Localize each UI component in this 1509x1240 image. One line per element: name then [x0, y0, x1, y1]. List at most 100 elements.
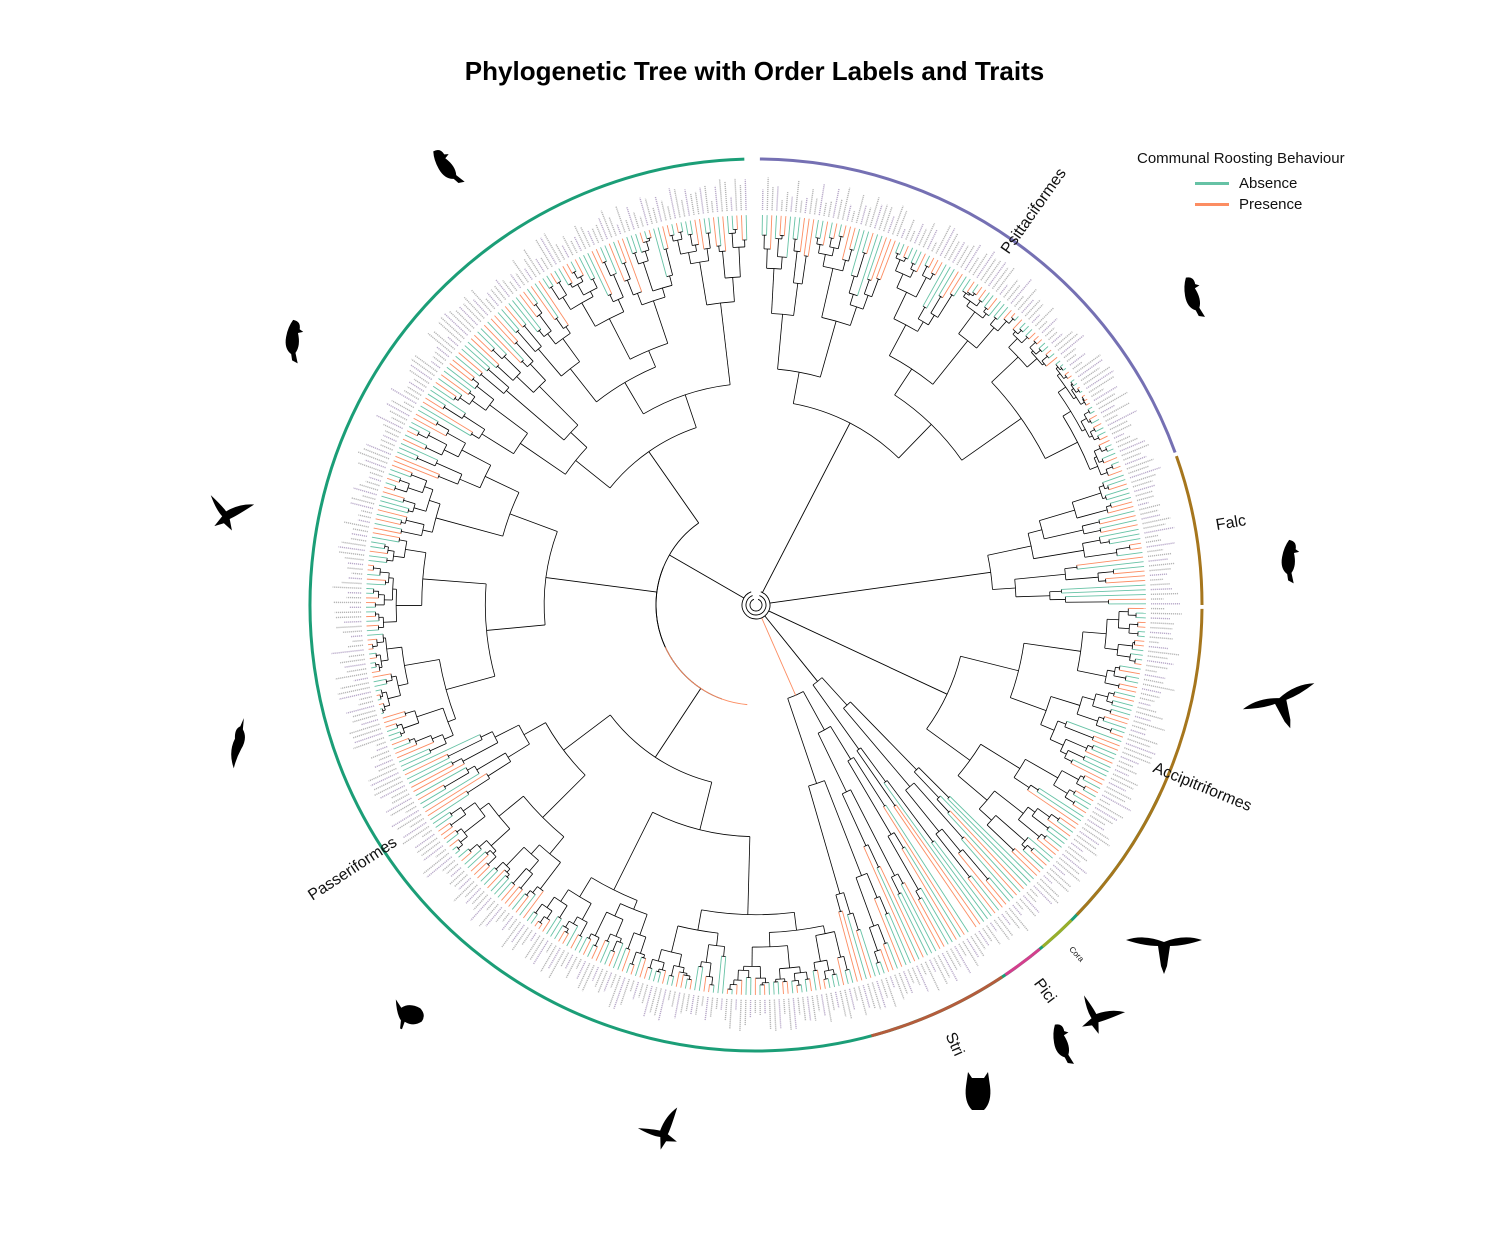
tip-branch [967, 877, 996, 914]
branch-internal [1128, 632, 1138, 635]
tip-label [1014, 295, 1025, 307]
tip-label [1005, 910, 1021, 929]
branch-internal [457, 844, 463, 849]
tip-label [950, 948, 962, 967]
tip-branch [550, 273, 558, 284]
tip-branch [1086, 402, 1090, 406]
branch-internal [472, 378, 480, 385]
tip-branch [1028, 332, 1036, 340]
tip-branch [1079, 390, 1083, 393]
tip-branch [377, 698, 382, 701]
branch-internal [1064, 566, 1077, 570]
branch-arc [379, 568, 381, 576]
tip-label [773, 999, 777, 1032]
branch-arc [895, 270, 911, 278]
tip-branch [1085, 750, 1113, 764]
tip-label [540, 237, 557, 265]
order-label-accipitriformes: Accipitriformes [1150, 759, 1254, 815]
tip-branch [371, 541, 386, 545]
tip-label [524, 268, 533, 280]
tip-branch [1073, 383, 1078, 387]
tip-branch [1038, 342, 1046, 349]
branch-arc [849, 248, 854, 251]
branch-arc [822, 265, 843, 272]
tree-tips [366, 215, 1147, 996]
tip-branch [411, 421, 431, 433]
tip-branch [1074, 800, 1089, 810]
branch-internal [1013, 777, 1030, 788]
branch-arc [491, 731, 499, 743]
branch-arc [1018, 806, 1029, 820]
bird-silhouette-icon [210, 495, 255, 531]
branch-internal [1031, 815, 1049, 829]
tip-label [1150, 622, 1175, 625]
branch-arc [766, 267, 782, 270]
tip-branch [949, 810, 1024, 890]
tip-branch [458, 352, 483, 374]
branch-arc [460, 828, 468, 837]
tip-label [816, 995, 821, 1012]
tip-label [1019, 898, 1037, 917]
branch-internal [1104, 647, 1118, 651]
branch-internal [613, 274, 624, 298]
tip-label [699, 187, 705, 214]
tip-label [1129, 466, 1161, 479]
tip-label [931, 241, 938, 252]
tip-branch [920, 887, 953, 943]
tip-branch [866, 232, 874, 254]
tip-label [591, 966, 600, 981]
tip-branch [736, 215, 738, 230]
tip-branch [1011, 313, 1016, 318]
tip-label [820, 994, 826, 1017]
tip-branch [680, 974, 684, 988]
tip-branch [1014, 316, 1019, 321]
branch-internal [793, 251, 798, 283]
tip-label [1026, 891, 1037, 903]
tip-branch [916, 253, 926, 273]
tip-label [1012, 904, 1022, 916]
branch-internal [579, 922, 588, 936]
branch-internal [627, 932, 635, 949]
tip-branch [1105, 579, 1146, 584]
branch-internal [469, 392, 476, 398]
tip-label [523, 259, 537, 278]
branch-arc [403, 541, 408, 558]
tip-branch [371, 536, 399, 543]
tip-branch [369, 550, 388, 555]
branch-internal [563, 714, 611, 751]
tip-label [1138, 701, 1151, 707]
tip-label [608, 975, 622, 1008]
tip-label [813, 197, 818, 215]
tip-branch [388, 731, 401, 737]
tip-label [878, 204, 889, 230]
tip-label [827, 201, 833, 217]
tip-label [1111, 424, 1132, 435]
branch-arc [787, 691, 804, 699]
tip-label [465, 887, 482, 904]
tip-label [945, 950, 958, 971]
tip-label [433, 331, 456, 350]
tip-label [809, 189, 814, 214]
tip-branch [1125, 679, 1139, 684]
tip-branch [634, 957, 642, 977]
tip-label [905, 218, 915, 240]
branch-internal [1084, 552, 1117, 558]
tip-label [342, 630, 362, 633]
branch-internal [1041, 833, 1046, 838]
branch-arc [1105, 506, 1109, 514]
legend-label-presence: Presence [1239, 196, 1303, 213]
tip-label [885, 977, 897, 1008]
tip-branch [1093, 735, 1120, 747]
branch-internal [894, 368, 913, 396]
tip-label [458, 306, 478, 326]
branch-arc [887, 832, 895, 837]
branch-backbone [769, 571, 991, 604]
tip-label [1150, 626, 1173, 630]
tip-branch [621, 238, 643, 292]
branch-internal [802, 691, 825, 731]
branch-backbone [761, 617, 797, 696]
tip-label [587, 230, 595, 245]
tip-label [373, 780, 403, 797]
tip-label [470, 289, 492, 313]
branch-arc [958, 333, 977, 349]
